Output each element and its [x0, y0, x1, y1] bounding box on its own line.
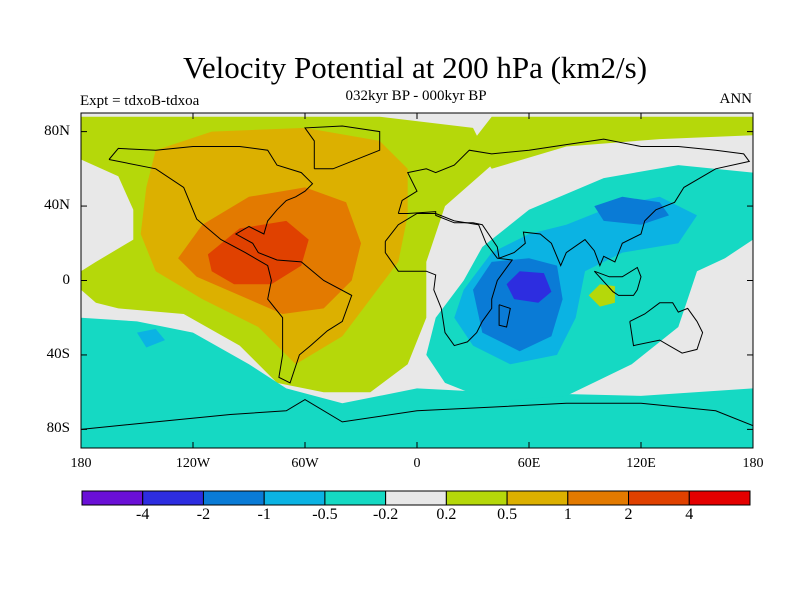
coastline-5 [629, 302, 704, 354]
contour-fields [81, 113, 753, 448]
colorbar-swatch [81, 490, 144, 506]
coastline-1 [304, 125, 381, 170]
x-tick-label: 60E [517, 456, 541, 471]
y-tick-label: 80N [44, 122, 70, 139]
colorbar-swatch [445, 490, 508, 506]
contour-east-neg-2 [506, 271, 552, 303]
x-tick-label: 180 [742, 456, 764, 471]
colorbar-swatch [385, 490, 447, 506]
colorbar-label: 2 [624, 506, 633, 523]
contour-east-neg-1-north [594, 196, 669, 225]
contour-pacific-neg-blob [137, 328, 165, 348]
map-subtitle: 032kyr BP - 000kyr BP [345, 88, 487, 104]
colorbar-label: -0.5 [312, 506, 338, 523]
y-tick-label: 40N [44, 197, 70, 214]
experiment-label: Expt = tdxoB-tdxoa [80, 93, 200, 109]
coastline-0 [108, 146, 353, 384]
x-tick-label: 120W [175, 456, 211, 471]
coastline-2 [397, 138, 751, 267]
colorbar-label: 4 [685, 506, 694, 523]
colorbar-swatch [324, 490, 387, 506]
colorbar-label: -1 [257, 506, 271, 523]
y-tick-label: 40S [46, 345, 70, 362]
colorbar-label: 0.2 [436, 506, 457, 523]
colorbar-swatch [263, 490, 326, 506]
colorbar-label: 0.5 [497, 506, 518, 523]
colorbar-label: -2 [196, 506, 211, 523]
colorbar-label: -4 [136, 506, 150, 523]
colorbar-label: 1 [563, 506, 572, 523]
season-label: ANN [719, 91, 753, 107]
colorbar-swatch [567, 490, 630, 506]
colorbar-label: -0.2 [372, 506, 399, 523]
y-tick-label: 0 [62, 271, 71, 288]
coastline-3 [384, 213, 514, 347]
contour-northeast-positive-strip [473, 116, 753, 169]
contour-indonesia-pos [588, 284, 615, 307]
colorbar-swatch [202, 490, 265, 506]
y-tick-label: 80S [46, 420, 70, 437]
coastline-6 [593, 266, 642, 296]
map-title: Velocity Potential at 200 hPa (km2/s) [182, 50, 648, 85]
coastline-4 [498, 304, 511, 328]
colorbar-swatch [628, 490, 690, 506]
colorbar-swatch [142, 490, 204, 506]
x-tick-label: 0 [413, 456, 421, 471]
coastline-7 [81, 399, 753, 430]
colorbar-swatch [506, 490, 569, 506]
x-tick-label: 120E [626, 456, 656, 471]
colorbar-swatch [688, 490, 751, 506]
x-tick-label: 60W [291, 456, 319, 471]
contour-southern-negative-band [81, 317, 753, 448]
x-tick-label: 180 [70, 456, 92, 471]
